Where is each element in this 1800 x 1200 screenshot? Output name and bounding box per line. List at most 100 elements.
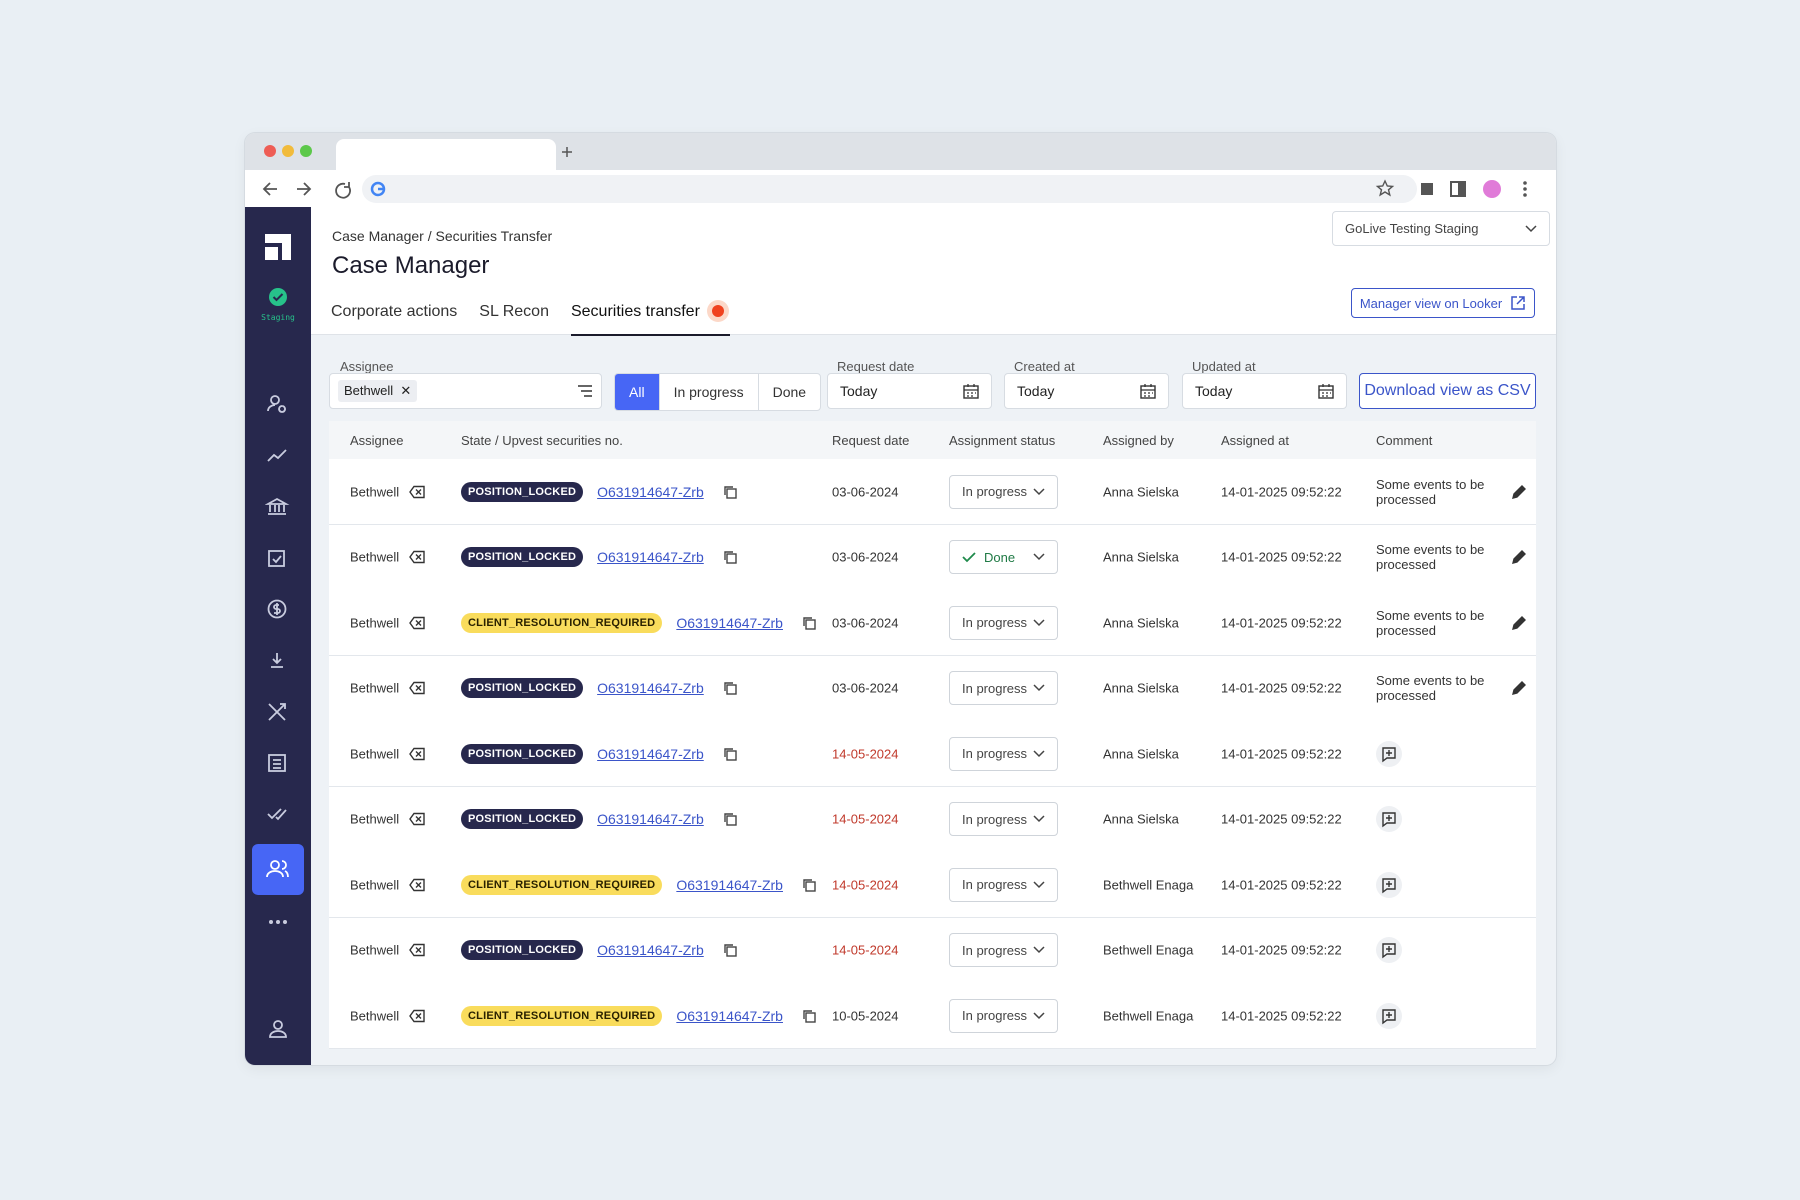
assigned-at: 14-01-2025 09:52:22 — [1221, 877, 1342, 892]
security-link[interactable]: O631914647-Zrb — [597, 680, 704, 696]
unassign-icon[interactable] — [409, 615, 425, 630]
assigned-by: Bethwell Enaga — [1103, 942, 1194, 958]
status-select[interactable]: In progress — [949, 802, 1058, 836]
chevron — [1033, 618, 1045, 627]
copy-icon[interactable] — [801, 1008, 817, 1024]
status-select[interactable]: In progress — [949, 671, 1058, 705]
column-header: State / Upvest securities no. — [461, 433, 623, 448]
cases-icon — [266, 860, 289, 878]
unassign-icon[interactable] — [409, 943, 425, 958]
date-filter[interactable]: Today — [827, 373, 992, 409]
assignee-chip[interactable]: Bethwell ✕ — [338, 380, 418, 402]
status-select[interactable]: In progress — [949, 736, 1058, 771]
date-filter[interactable]: Today — [1004, 373, 1169, 409]
assigned-at: 14-01-2025 09:52:22 — [1221, 680, 1342, 696]
workspace-name: GoLive Testing Staging — [1345, 221, 1479, 236]
state-tag: POSITION_LOCKED — [461, 678, 584, 698]
browser-tab[interactable] — [336, 139, 556, 170]
security-link[interactable]: O631914647-Zrb — [676, 614, 783, 631]
add-comment-icon-glyph — [1376, 937, 1402, 963]
status-select[interactable]: In progress — [949, 867, 1058, 902]
status-select[interactable]: In progress — [949, 605, 1058, 640]
add-comment-icon-glyph — [1376, 806, 1402, 832]
status-select[interactable]: In progress — [949, 474, 1058, 509]
status-option[interactable]: Done — [757, 374, 820, 410]
tab-indicator — [706, 299, 730, 328]
unassign-icon[interactable] — [409, 550, 425, 565]
security-link[interactable]: O631914647-Zrb — [676, 876, 783, 893]
add-comment-icon[interactable] — [1376, 806, 1402, 832]
status-option[interactable]: All — [615, 374, 659, 410]
security-link[interactable]: O631914647-Zrb — [676, 1007, 783, 1024]
tab[interactable]: SL Recon — [479, 303, 549, 334]
status-option[interactable]: In progress — [658, 374, 758, 410]
edit-icon-glyph — [1512, 484, 1526, 499]
edit-icon[interactable] — [1511, 615, 1527, 631]
edit-icon[interactable] — [1511, 484, 1527, 500]
edit-icon[interactable] — [1511, 549, 1527, 565]
unassign-icon[interactable] — [409, 877, 425, 892]
add-comment-icon[interactable] — [1376, 871, 1402, 898]
close-dot[interactable] — [264, 145, 276, 157]
maximize-dot[interactable] — [300, 145, 312, 157]
copy-icon-glyph — [724, 551, 737, 564]
breadcrumb-item[interactable]: Case Manager — [332, 228, 424, 244]
workspace-select[interactable]: GoLive Testing Staging — [1332, 211, 1550, 246]
copy-icon[interactable] — [801, 615, 817, 631]
assigned-by: Anna Sielska — [1103, 746, 1179, 761]
filter-label: Assignee — [340, 359, 394, 374]
copy-icon[interactable] — [722, 811, 738, 827]
browser-icons[interactable] — [1375, 178, 1545, 200]
copy-icon[interactable] — [722, 484, 738, 500]
status-value: In progress — [962, 877, 1028, 892]
unassign-icon-glyph — [409, 550, 425, 564]
add-comment-icon[interactable] — [1376, 937, 1402, 963]
add-comment-icon[interactable] — [1376, 1002, 1402, 1029]
assigned-at: 14-01-2025 09:52:22 — [1221, 942, 1342, 958]
status-select[interactable]: In progress — [949, 933, 1058, 967]
sidebar-active[interactable] — [252, 844, 304, 895]
filter-icon[interactable] — [577, 385, 593, 397]
looker-button[interactable]: Manager view on Looker — [1351, 288, 1535, 318]
address-bar[interactable] — [362, 175, 1417, 203]
status-select[interactable]: Done — [949, 540, 1058, 574]
edit-icon[interactable] — [1511, 680, 1527, 696]
tab[interactable]: Corporate actions — [331, 303, 457, 334]
security-link[interactable]: O631914647-Zrb — [597, 745, 704, 762]
tab-label: SL Recon — [479, 303, 549, 320]
security-link[interactable]: O631914647-Zrb — [597, 483, 704, 500]
looker-label: Manager view on Looker — [1359, 295, 1503, 311]
assigned-at: 14-01-2025 09:52:22 — [1221, 549, 1342, 565]
status-select[interactable]: In progress — [949, 998, 1058, 1033]
copy-icon[interactable] — [722, 942, 738, 958]
logo — [265, 234, 291, 260]
unassign-icon[interactable] — [409, 746, 425, 761]
request-date: 14-05-2024 — [832, 942, 899, 958]
copy-icon[interactable] — [722, 680, 738, 696]
unassign-icon[interactable] — [409, 484, 425, 499]
copy-icon[interactable] — [722, 746, 738, 762]
copy-icon[interactable] — [722, 549, 738, 565]
security-link[interactable]: O631914647-Zrb — [597, 549, 704, 565]
nav-buttons[interactable] — [261, 178, 361, 200]
assignee-filter[interactable]: Bethwell ✕ — [329, 373, 602, 409]
download-button[interactable]: Download view as CSV — [1359, 373, 1536, 409]
security-link[interactable]: O631914647-Zrb — [597, 942, 704, 958]
sidebar-nav[interactable] — [265, 394, 291, 1065]
profile-icon[interactable] — [266, 1017, 290, 1041]
add-comment-icon[interactable] — [1376, 740, 1402, 767]
chevron-glyph — [1033, 815, 1045, 823]
unassign-icon[interactable] — [409, 1008, 425, 1023]
minimize-dot[interactable] — [282, 145, 294, 157]
request-date: 03-06-2024 — [832, 680, 899, 696]
unassign-icon[interactable] — [409, 681, 425, 696]
date-filter[interactable]: Today — [1182, 373, 1347, 409]
security-link[interactable]: O631914647-Zrb — [597, 811, 704, 827]
copy-icon[interactable] — [801, 877, 817, 893]
tab[interactable]: Securities transfer — [570, 300, 730, 336]
more-icon[interactable] — [265, 917, 291, 927]
unassign-icon[interactable] — [409, 812, 425, 827]
status-value: In progress — [962, 615, 1028, 630]
status-value: In progress — [962, 942, 1028, 958]
new-tab[interactable] — [559, 144, 575, 160]
